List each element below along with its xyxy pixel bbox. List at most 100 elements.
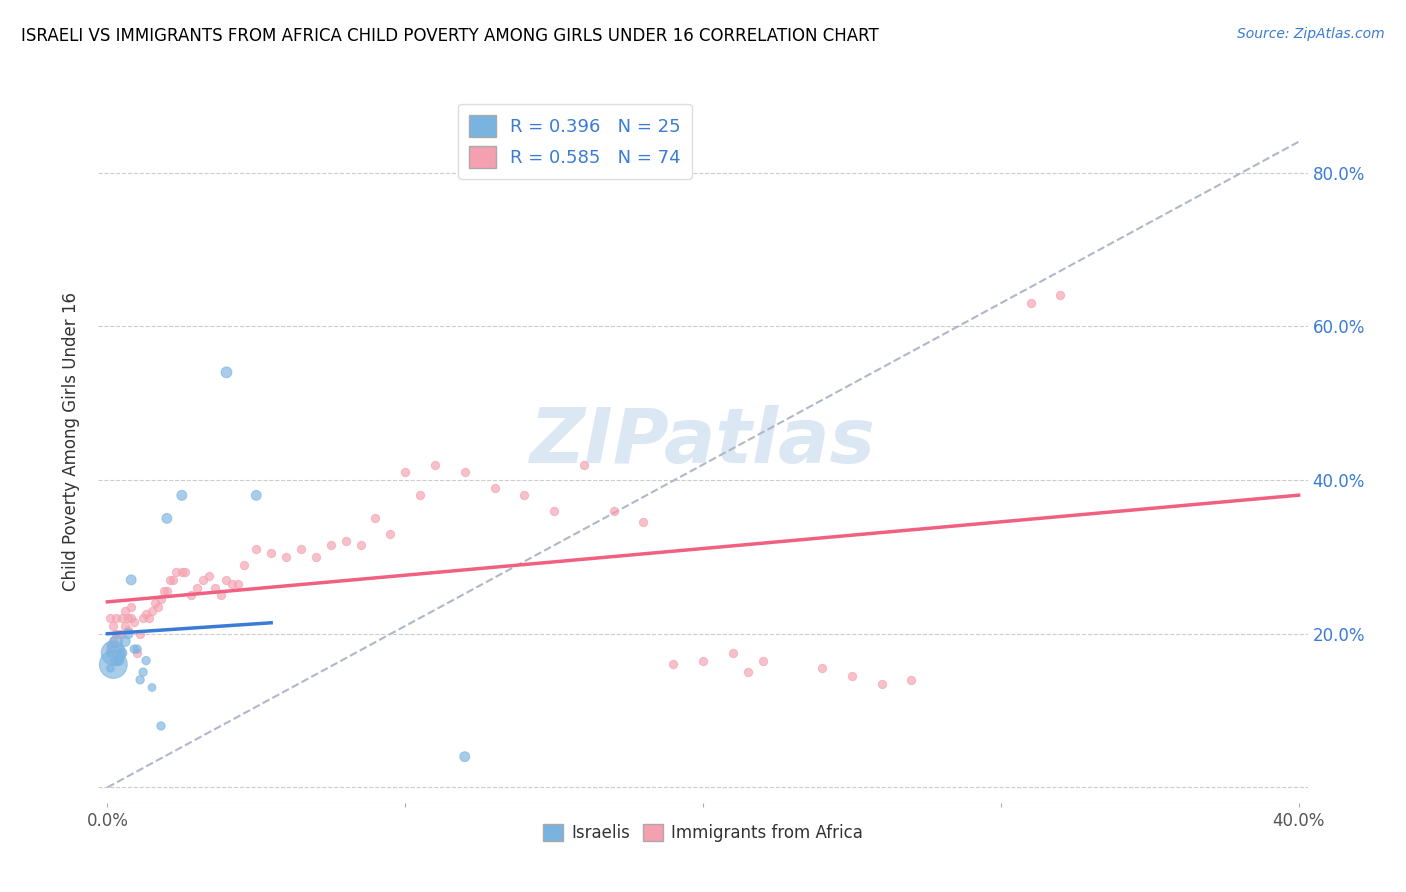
Point <box>149 592 172 607</box>
Point <box>103 634 125 648</box>
Point <box>662 657 685 672</box>
Legend: Israelis, Immigrants from Africa: Israelis, Immigrants from Africa <box>536 817 870 848</box>
Point <box>98 611 121 625</box>
Point <box>98 642 121 657</box>
Point <box>129 673 152 687</box>
Point <box>122 642 145 657</box>
Point <box>572 458 595 472</box>
Point <box>138 611 160 625</box>
Point <box>120 573 142 587</box>
Point <box>111 611 134 625</box>
Point <box>162 573 184 587</box>
Point <box>114 619 136 633</box>
Point <box>108 654 131 668</box>
Point <box>114 604 136 618</box>
Point <box>811 661 834 675</box>
Point <box>117 611 139 625</box>
Point <box>364 511 387 525</box>
Point <box>159 573 181 587</box>
Point <box>633 515 655 529</box>
Point <box>1049 288 1071 302</box>
Point <box>105 654 128 668</box>
Point <box>484 481 506 495</box>
Point <box>841 669 863 683</box>
Text: Source: ZipAtlas.com: Source: ZipAtlas.com <box>1237 27 1385 41</box>
Point <box>129 626 152 640</box>
Point <box>127 646 149 660</box>
Point <box>274 549 297 564</box>
Point <box>98 638 121 652</box>
Point <box>120 611 142 625</box>
Point <box>132 611 155 625</box>
Y-axis label: Child Poverty Among Girls Under 16: Child Poverty Among Girls Under 16 <box>62 292 80 591</box>
Point <box>156 511 179 525</box>
Point <box>108 642 131 657</box>
Text: ISRAELI VS IMMIGRANTS FROM AFRICA CHILD POVERTY AMONG GIRLS UNDER 16 CORRELATION: ISRAELI VS IMMIGRANTS FROM AFRICA CHILD … <box>21 27 879 45</box>
Point <box>870 676 893 690</box>
Point <box>103 657 125 672</box>
Point <box>900 673 922 687</box>
Point <box>141 604 163 618</box>
Point <box>146 599 169 614</box>
Point <box>122 615 145 630</box>
Point <box>98 646 121 660</box>
Point <box>180 588 202 602</box>
Point <box>380 526 402 541</box>
Point <box>1019 296 1042 310</box>
Point <box>127 642 149 657</box>
Point <box>103 619 125 633</box>
Point <box>221 576 243 591</box>
Point <box>335 534 357 549</box>
Point <box>105 626 128 640</box>
Point <box>215 365 238 379</box>
Point <box>737 665 759 680</box>
Point <box>349 538 371 552</box>
Point <box>602 504 624 518</box>
Point <box>751 654 773 668</box>
Point <box>108 626 131 640</box>
Point <box>454 749 477 764</box>
Point <box>215 573 238 587</box>
Point <box>721 646 744 660</box>
Point <box>423 458 446 472</box>
Point <box>228 576 250 591</box>
Point <box>98 661 121 675</box>
Point <box>290 542 312 557</box>
Point <box>197 569 219 583</box>
Point <box>117 626 139 640</box>
Point <box>543 504 565 518</box>
Point <box>156 584 179 599</box>
Point <box>409 488 432 502</box>
Point <box>153 584 176 599</box>
Point <box>305 549 328 564</box>
Point <box>319 538 342 552</box>
Point <box>103 646 125 660</box>
Point <box>692 654 714 668</box>
Point <box>394 465 416 479</box>
Point <box>141 681 163 695</box>
Point <box>170 488 193 502</box>
Point <box>260 546 283 560</box>
Point <box>105 634 128 648</box>
Point <box>233 558 256 572</box>
Point <box>108 646 131 660</box>
Point <box>245 542 267 557</box>
Point <box>170 565 193 579</box>
Point <box>143 596 166 610</box>
Point <box>120 599 142 614</box>
Point <box>245 488 267 502</box>
Point <box>454 465 477 479</box>
Point <box>135 607 157 622</box>
Point <box>114 634 136 648</box>
Point <box>173 565 195 579</box>
Point <box>111 646 134 660</box>
Point <box>117 623 139 637</box>
Point <box>135 654 157 668</box>
Point <box>204 581 226 595</box>
Point <box>105 611 128 625</box>
Point <box>513 488 536 502</box>
Point <box>149 719 172 733</box>
Point <box>111 626 134 640</box>
Point <box>165 565 187 579</box>
Text: ZIPatlas: ZIPatlas <box>530 405 876 478</box>
